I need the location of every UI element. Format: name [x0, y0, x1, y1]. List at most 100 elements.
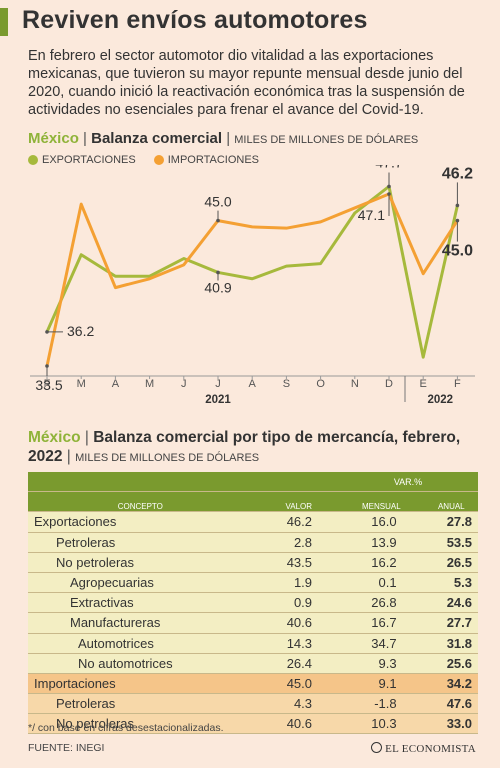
legend-exports: EXPORTACIONES — [28, 154, 136, 166]
table-row: Exportaciones 46.2 16.0 27.8 — [28, 511, 478, 533]
cell-monthly: 9.3 — [338, 653, 425, 674]
line-chart: F M A M J J A S O N D E F 2021 2022 36.2 33.5 45.0 40.9 47.… — [30, 165, 475, 406]
cell-annual: 5.3 — [424, 572, 478, 594]
cell-concept: Manufactureras — [28, 612, 253, 634]
table-title-a: Balanza comercial por tipo de mercancía,… — [93, 429, 461, 446]
table-column-row: CONCEPTO VALOR MENSUAL ANUAL — [28, 491, 478, 513]
x-tick-label: M — [145, 378, 154, 390]
cell-monthly: 0.1 — [338, 572, 425, 594]
cell-annual: 33.0 — [424, 713, 478, 735]
table-row: No automotrices 26.4 9.3 25.6 — [28, 653, 478, 674]
cell-value: 40.6 — [252, 612, 339, 634]
data-point-marker — [455, 203, 460, 208]
data-point-marker — [455, 218, 460, 223]
cell-concept: No automotrices — [28, 653, 253, 674]
cell-annual: 31.8 — [424, 633, 478, 654]
x-tick-label: F — [44, 378, 51, 390]
cell-concept: Automotrices — [28, 633, 253, 654]
intro-paragraph: En febrero el sector automotor dio vital… — [28, 48, 465, 118]
var-spacer-2 — [252, 472, 339, 493]
x-tick-label: F — [454, 378, 461, 390]
table-row: Importaciones 45.0 9.1 34.2 — [28, 673, 478, 695]
cell-concept: Exportaciones — [28, 511, 253, 533]
table-header-sep-2: | — [66, 448, 71, 465]
data-label: 40.9 — [204, 279, 231, 295]
cell-value: 4.3 — [252, 693, 339, 715]
trade-table-body: VAR.% CONCEPTO VALOR MENSUAL ANUAL Expor… — [28, 472, 478, 735]
cell-annual: 26.5 — [424, 552, 478, 573]
trade-table: VAR.% CONCEPTO VALOR MENSUAL ANUAL Expor… — [28, 472, 478, 735]
logo-icon — [371, 742, 383, 753]
cell-monthly: 34.7 — [338, 633, 425, 654]
year-label-2022: 2022 — [428, 394, 454, 406]
year-label-2021: 2021 — [205, 394, 231, 406]
cell-monthly: -1.8 — [338, 693, 425, 715]
footnote: */ con base en cifras desestacionalizada… — [28, 722, 224, 734]
cell-value: 14.3 — [252, 633, 339, 654]
table-row: Petroleras 2.8 13.9 53.5 — [28, 532, 478, 553]
cell-value: 43.5 — [252, 552, 339, 573]
table-row: Agropecuarias 1.9 0.1 5.3 — [28, 572, 478, 594]
table-row: No petroleras 43.5 16.2 26.5 — [28, 552, 478, 573]
cell-annual: 25.6 — [424, 653, 478, 674]
table-row: Petroleras 4.3 -1.8 47.6 — [28, 693, 478, 715]
x-tick-label: A — [112, 378, 120, 390]
data-label: 47.1 — [358, 207, 385, 223]
cell-monthly: 16.0 — [338, 511, 425, 533]
cell-annual: 47.6 — [424, 693, 478, 715]
legend-imports-swatch — [153, 155, 164, 165]
data-label: 47.7 — [375, 165, 402, 170]
cell-monthly: 10.3 — [338, 713, 425, 735]
x-tick-label: J — [181, 378, 187, 390]
x-tick-label: N — [351, 378, 359, 390]
chart-legend: EXPORTACIONES IMPORTACIONES — [28, 154, 259, 166]
cell-value: 0.9 — [252, 592, 339, 614]
cell-value: 26.4 — [252, 653, 339, 674]
cell-concept: Petroleras — [28, 693, 253, 715]
cell-annual: 27.8 — [424, 511, 478, 533]
x-tick-label: M — [77, 378, 86, 390]
x-tick-label: S — [283, 378, 290, 390]
data-point-marker — [45, 330, 49, 334]
cell-concept: Agropecuarias — [28, 572, 253, 594]
x-tick-label: O — [316, 378, 325, 390]
data-label: 45.0 — [204, 194, 231, 210]
cell-concept: Extractivas — [28, 592, 253, 614]
cell-annual: 53.5 — [424, 532, 478, 553]
cell-concept: No petroleras — [28, 713, 253, 735]
x-tick-label: A — [249, 378, 257, 390]
chart-units: MILES DE MILLONES DE DÓLARES — [234, 134, 419, 146]
chart-header-sep-2: | — [226, 130, 231, 147]
table-country: México — [28, 429, 81, 446]
table-row: Extractivas 0.9 26.8 24.6 — [28, 592, 478, 614]
cell-concept: No petroleras — [28, 552, 253, 573]
legend-imports-label: IMPORTACIONES — [167, 154, 260, 166]
source: FUENTE: INEGI — [28, 742, 105, 754]
legend-imports: IMPORTACIONES — [153, 154, 260, 166]
table-row: Automotrices 14.3 34.7 31.8 — [28, 633, 478, 654]
cell-annual: 24.6 — [424, 592, 478, 614]
col-concepto: CONCEPTO — [28, 491, 253, 513]
data-label: 45.0 — [442, 243, 473, 260]
cell-monthly: 9.1 — [338, 673, 425, 695]
page-title: Reviven envíos automotores — [22, 6, 368, 34]
cell-monthly: 16.7 — [338, 612, 425, 634]
brand-logo: EL ECONOMISTA — [371, 742, 476, 755]
table-row: Manufactureras 40.6 16.7 27.7 — [28, 612, 478, 634]
logo-text: EL ECONOMISTA — [385, 743, 476, 755]
cell-value: 1.9 — [252, 572, 339, 594]
legend-exports-label: EXPORTACIONES — [42, 154, 136, 166]
table-units: MILES DE MILLONES DE DÓLARES — [75, 452, 260, 464]
x-tick-label: J — [215, 378, 221, 390]
chart-country: México — [28, 130, 79, 147]
var-spacer-1 — [28, 472, 253, 493]
cell-value: 46.2 — [252, 511, 339, 533]
data-point-marker — [216, 270, 220, 275]
data-point-marker — [216, 218, 220, 223]
cell-value: 2.8 — [252, 532, 339, 553]
data-label: 36.2 — [67, 323, 94, 339]
cell-monthly: 13.9 — [338, 532, 425, 553]
cell-monthly: 26.8 — [338, 592, 425, 614]
chart-title: Balanza comercial — [91, 130, 223, 147]
cell-annual: 27.7 — [424, 612, 478, 634]
